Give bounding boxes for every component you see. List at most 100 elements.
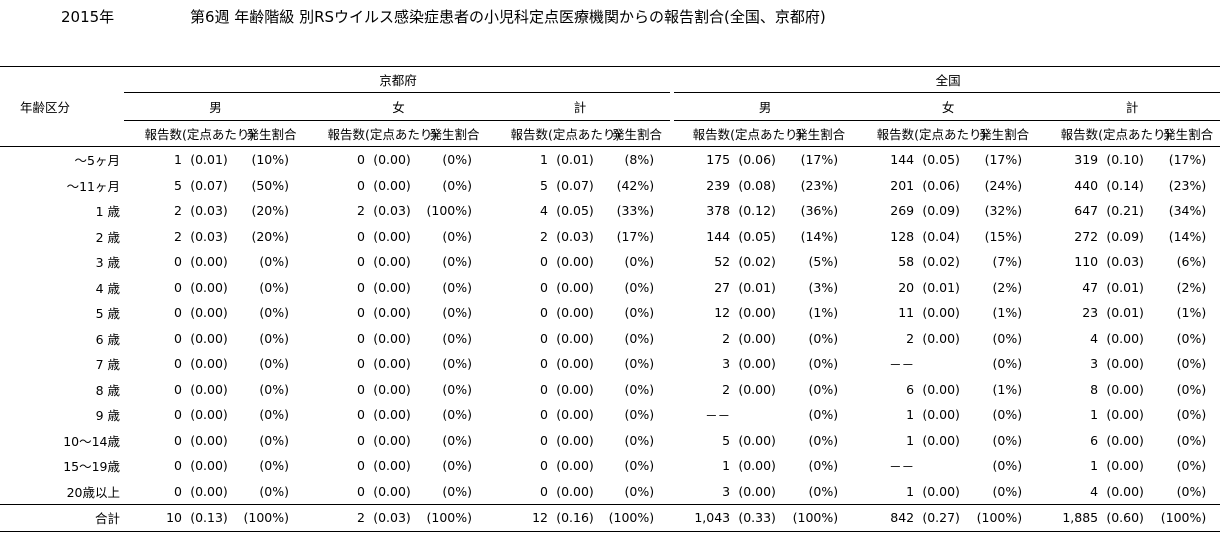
report-count: 8 — [1090, 381, 1099, 397]
per-site: (0.03) — [190, 228, 228, 244]
ratio: (17%) — [968, 146, 1041, 173]
per-site: (0.04) — [922, 228, 960, 244]
ratio: (0%) — [442, 177, 472, 193]
report-count: 0 — [357, 356, 365, 372]
report-count: 0 — [540, 356, 548, 372]
ratio: (0%) — [442, 228, 472, 244]
ratio: (0%) — [808, 381, 839, 397]
per-site: (0.03) — [556, 228, 594, 244]
col-header-count: 報告数 — [876, 127, 915, 142]
per-site: (0.00) — [738, 381, 776, 397]
col-header-count: 報告数 — [1060, 127, 1099, 142]
ratio: (1%) — [808, 305, 839, 321]
per-site: (0.00) — [373, 228, 411, 244]
ratio: (0%) — [808, 330, 839, 346]
age-label: 9 歳 — [95, 408, 120, 424]
per-site: (0.00) — [738, 432, 776, 448]
ratio: (0%) — [624, 381, 655, 397]
per-site: (0.00) — [922, 407, 960, 423]
age-label: 4 歳 — [95, 280, 120, 296]
report-count: 0 — [174, 432, 182, 448]
ratio: (0%) — [259, 432, 289, 448]
col-header-count: 報告数 — [510, 127, 548, 142]
report-count: 440 — [1074, 177, 1099, 193]
report-count: 0 — [357, 254, 365, 270]
per-site: (0.00) — [738, 330, 776, 346]
report-count: 58 — [898, 254, 915, 270]
ratio: (100%) — [236, 504, 307, 532]
table-row: 15～19歳 0 (0.00) (0%) 0 (0.00) (0%) 0 (0.00) (0%) 1… — [0, 453, 1220, 479]
col-header-ratio: 発生割合 — [612, 127, 663, 142]
report-count: 0 — [540, 330, 548, 346]
report-count: 0 — [540, 483, 548, 499]
report-count: 0 — [174, 483, 182, 499]
ratio: (7%) — [992, 254, 1023, 270]
ratio: (0%) — [1176, 330, 1207, 346]
ratio: (100%) — [968, 504, 1041, 532]
col-header-count: 報告数 — [144, 127, 182, 142]
ratio: (0%) — [992, 330, 1023, 346]
ratio: (0%) — [624, 432, 655, 448]
ratio: (0%) — [624, 483, 655, 499]
report-count: 128 — [890, 228, 915, 244]
per-site: (0.16) — [548, 504, 602, 532]
report-count: 3 — [722, 356, 731, 372]
ratio: (0%) — [259, 483, 289, 499]
report-count: 47 — [1082, 279, 1099, 295]
ratio: (3%) — [808, 279, 839, 295]
ratio: (0%) — [259, 305, 289, 321]
per-site: (0.00) — [922, 483, 960, 499]
sex-header: 計 — [1040, 92, 1220, 121]
ratio: (0%) — [624, 279, 655, 295]
per-site: (0.00) — [556, 254, 594, 270]
per-site: (0.00) — [556, 458, 594, 474]
group-header-national: 全国 — [672, 66, 1220, 93]
per-site: (0.00) — [190, 279, 228, 295]
ratio: (0%) — [1176, 483, 1207, 499]
ratio: (2%) — [992, 279, 1023, 295]
ratio: (0%) — [259, 356, 289, 372]
ratio: (0%) — [442, 407, 472, 423]
report-title: 第6週 年齢階級 別RSウイルス感染症患者の小児科定点医療機関からの報告割合(全… — [190, 8, 826, 26]
per-site: (0.01) — [922, 279, 960, 295]
per-site: (0.07) — [556, 177, 594, 193]
report-count: 0 — [174, 407, 182, 423]
age-label: 15～19歳 — [63, 459, 120, 475]
ratio: (15%) — [984, 228, 1023, 244]
per-site: (0.12) — [738, 203, 776, 219]
ratio: (0%) — [992, 483, 1023, 499]
report-count: 12 — [714, 305, 731, 321]
report-count: 1,043 — [672, 504, 731, 532]
per-site: (0.00) — [373, 279, 411, 295]
report-count: 4 — [1090, 330, 1099, 346]
report-count: 0 — [540, 432, 548, 448]
report-count: 5 — [540, 177, 548, 193]
report-count: 0 — [357, 305, 365, 321]
per-site: (0.00) — [373, 483, 411, 499]
report-count: 0 — [174, 254, 182, 270]
per-site: (0.03) — [365, 504, 419, 532]
per-site: (0.00) — [190, 305, 228, 321]
per-site: (0.00) — [556, 330, 594, 346]
col-header-ratio: 発生割合 — [1163, 127, 1214, 142]
ratio: (0%) — [624, 330, 655, 346]
per-site — [914, 453, 968, 479]
table-row: 2 歳 2 (0.03) (20%) 0 (0.00) (0%) 2 (0.03) (17%) 14… — [0, 224, 1220, 250]
ratio: (0%) — [992, 432, 1023, 448]
per-site: (0.00) — [190, 407, 228, 423]
per-site: (0.00) — [738, 483, 776, 499]
per-site: (0.00) — [190, 254, 228, 270]
report-count: 1,885 — [1040, 504, 1099, 532]
ratio: (0%) — [259, 279, 289, 295]
report-count: 842 — [856, 504, 915, 532]
ratio: (17%) — [1152, 146, 1220, 173]
table-row: 9 歳 0 (0.00) (0%) 0 (0.00) (0%) 0 (0.00) (0%) －－ (0… — [0, 402, 1220, 428]
report-count: 0 — [357, 279, 365, 295]
report-count: 5 — [174, 177, 182, 193]
ratio: (0%) — [442, 330, 472, 346]
ratio: (6%) — [1176, 254, 1207, 270]
age-label: 2 歳 — [95, 229, 120, 245]
age-label: 5 歳 — [95, 306, 120, 322]
per-site: (0.00) — [373, 381, 411, 397]
per-site: (0.00) — [922, 330, 960, 346]
